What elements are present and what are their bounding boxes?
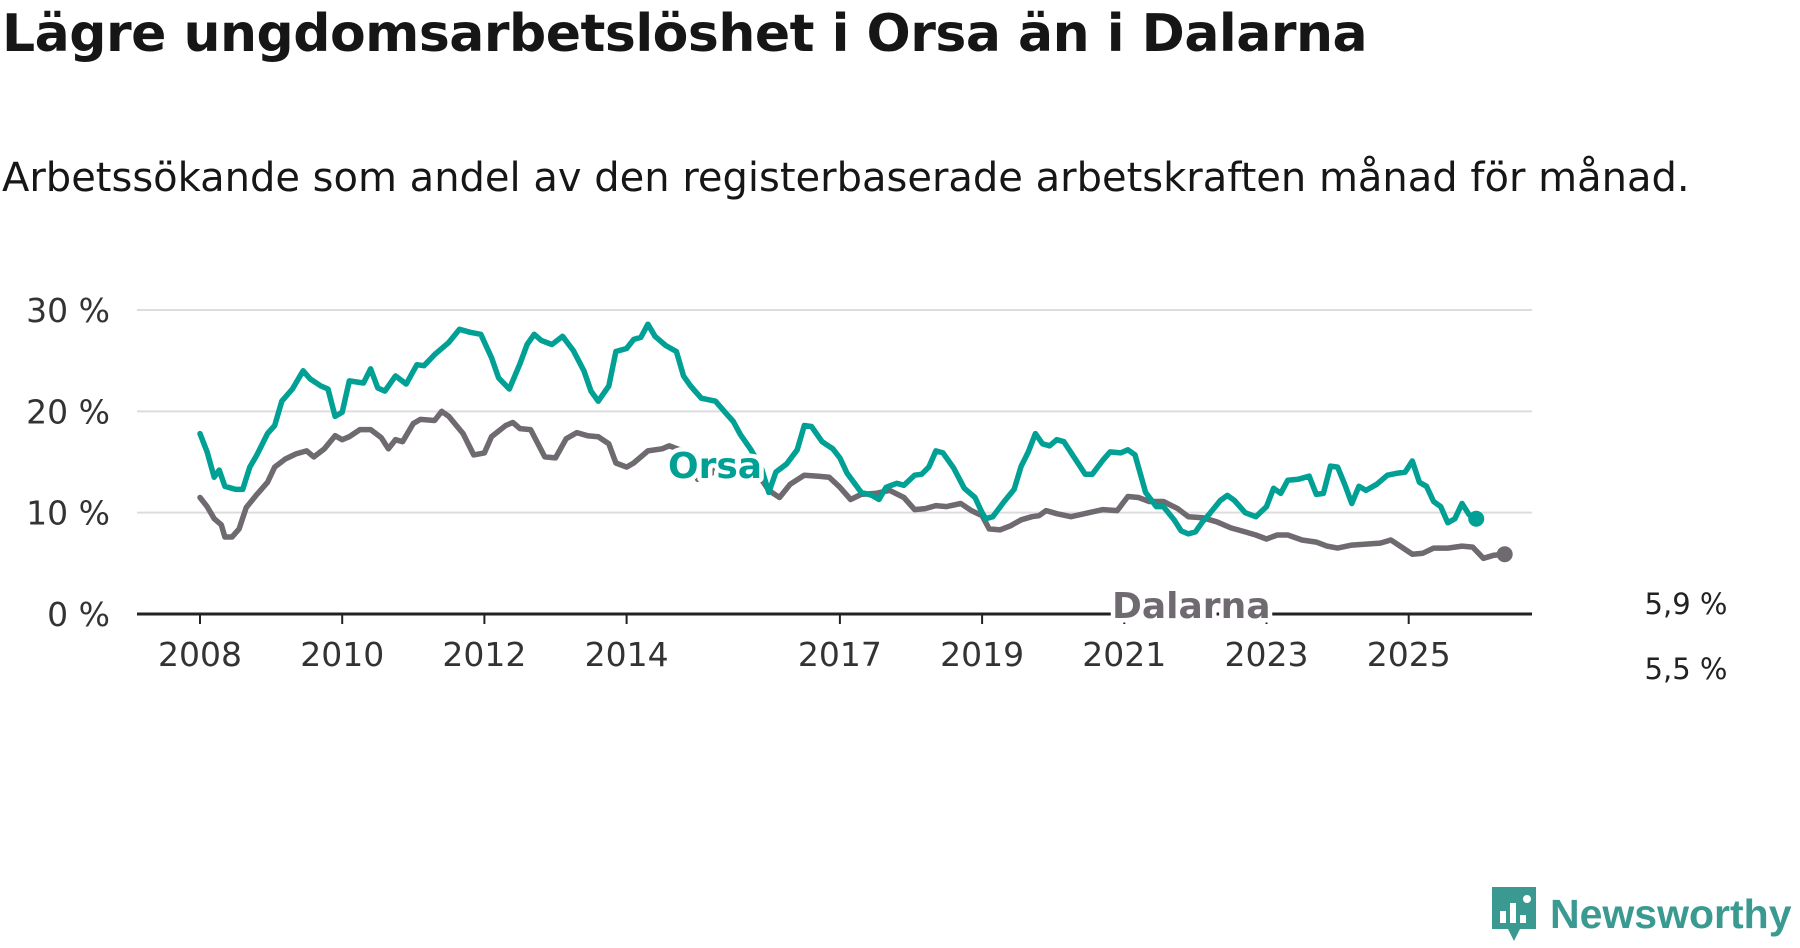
x-tick-label: 2008 bbox=[158, 635, 242, 674]
newsworthy-logo: Newsworthy bbox=[1490, 885, 1792, 943]
series-label-orsa: Orsa bbox=[668, 446, 762, 487]
y-tick-label: 10 % bbox=[26, 494, 110, 533]
x-tick-label: 2010 bbox=[300, 635, 384, 674]
x-tick-label: 2012 bbox=[442, 635, 526, 674]
x-tick-label: 2014 bbox=[585, 635, 669, 674]
y-tick-label: 30 % bbox=[26, 291, 110, 330]
x-axis-ticks: 2008 2010 2012 2014 2017 2019 2021 2023 2025 bbox=[137, 612, 1532, 674]
brand-name: Newsworthy bbox=[1550, 890, 1792, 937]
end-label-orsa: 5,5 % bbox=[1645, 652, 1728, 686]
y-axis-ticks: 0 % 10 % 20 % 30 % bbox=[26, 291, 110, 634]
gridlines bbox=[137, 309, 1532, 514]
x-tick-label: 2017 bbox=[798, 635, 882, 674]
end-point-dalarna bbox=[1496, 546, 1513, 563]
series-lines bbox=[197, 321, 1513, 563]
newsworthy-logo-icon bbox=[1492, 887, 1536, 941]
series-labels: Orsa Dalarna 5,9 % 5,5 % bbox=[664, 442, 1731, 690]
series-line-dalarna bbox=[197, 408, 1508, 562]
x-tick-label: 2023 bbox=[1225, 635, 1309, 674]
x-tick-label: 2025 bbox=[1367, 635, 1451, 674]
y-tick-label: 20 % bbox=[26, 392, 110, 431]
chart-title: Lägre ungdomsarbetslöshet i Orsa än i Da… bbox=[2, 4, 1368, 64]
end-label-dalarna: 5,9 % bbox=[1645, 587, 1728, 621]
x-tick-label: 2019 bbox=[940, 635, 1024, 674]
x-tick-label: 2021 bbox=[1082, 635, 1166, 674]
series-label-dalarna: Dalarna bbox=[1112, 586, 1270, 627]
end-point-orsa bbox=[1468, 510, 1485, 527]
series-line-orsa bbox=[197, 321, 1479, 537]
y-tick-label: 0 % bbox=[47, 595, 110, 634]
chart-subtitle: Arbetssökande som andel av den registerb… bbox=[2, 155, 1690, 201]
